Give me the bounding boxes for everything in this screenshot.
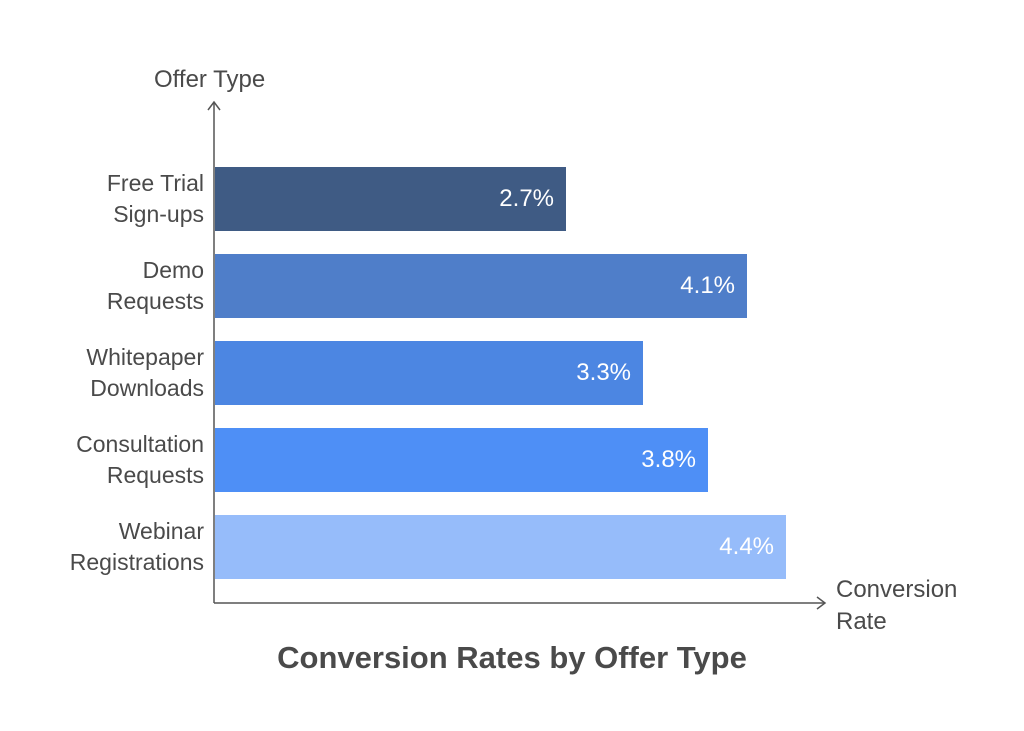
bar-value-label: 4.4% <box>719 533 774 560</box>
bar: 4.4% <box>215 515 786 579</box>
category-label: Whitepaper Downloads <box>86 344 204 401</box>
bar-value-label: 4.1% <box>680 272 735 299</box>
bar-value-label: 2.7% <box>499 185 554 212</box>
category-label: Consultation Requests <box>76 431 204 488</box>
y-axis-arrow-icon <box>207 100 221 603</box>
x-axis-arrow-icon <box>214 596 827 610</box>
category-label: Free Trial Sign-ups <box>106 170 204 227</box>
bar: 2.7% <box>215 167 566 231</box>
category-label: Demo Requests <box>106 257 204 314</box>
bar-value-label: 3.3% <box>576 359 631 386</box>
y-axis-title: Offer Type <box>154 66 266 93</box>
category-label: Webinar Registrations <box>69 518 204 575</box>
bar: 4.1% <box>215 254 747 318</box>
chart-title: Conversion Rates by Offer Type <box>277 640 747 675</box>
bar: 3.3% <box>215 341 643 405</box>
bar: 3.8% <box>215 428 708 492</box>
bar-value-label: 3.8% <box>641 446 696 473</box>
x-axis-title: Conversion Rate <box>836 576 958 635</box>
